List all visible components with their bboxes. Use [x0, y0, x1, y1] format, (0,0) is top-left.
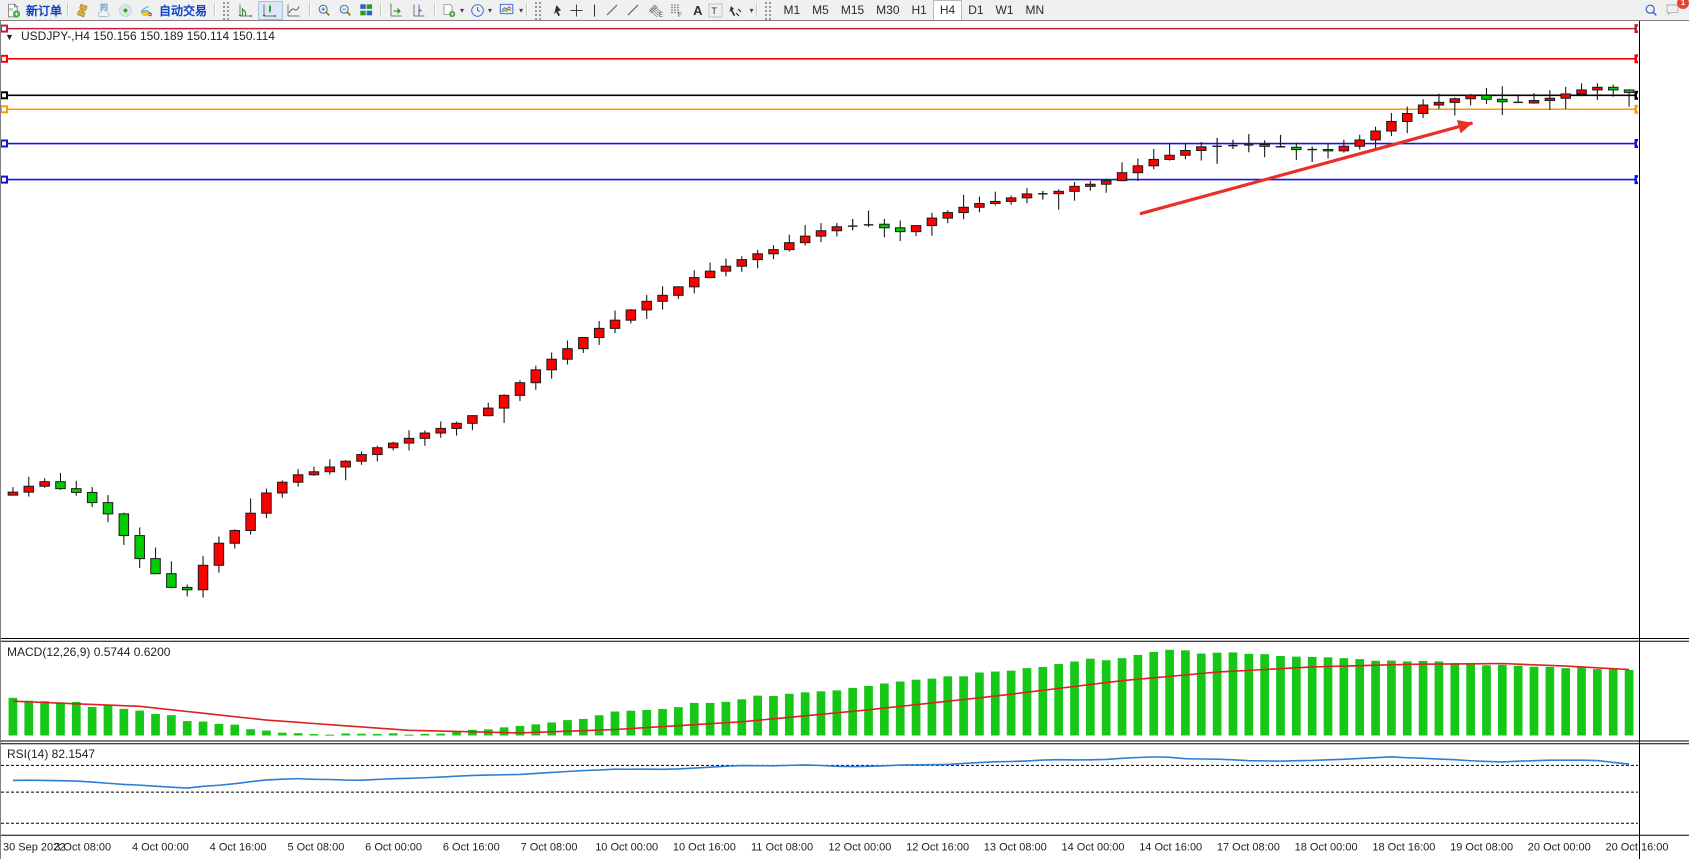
- svg-text:19 Oct 08:00: 19 Oct 08:00: [1450, 841, 1513, 853]
- svg-text:18 Oct 16:00: 18 Oct 16:00: [1372, 841, 1435, 853]
- svg-text:4 Oct 00:00: 4 Oct 00:00: [132, 841, 189, 853]
- svg-text:11 Oct 08:00: 11 Oct 08:00: [751, 841, 813, 853]
- svg-text:6 Oct 16:00: 6 Oct 16:00: [443, 841, 500, 853]
- svg-text:10 Oct 00:00: 10 Oct 00:00: [595, 841, 658, 853]
- svg-text:3 Oct 08:00: 3 Oct 08:00: [54, 841, 111, 853]
- svg-text:12 Oct 00:00: 12 Oct 00:00: [828, 841, 891, 853]
- svg-text:20 Oct 00:00: 20 Oct 00:00: [1528, 841, 1591, 853]
- svg-text:T: T: [712, 6, 718, 17]
- svg-text:6 Oct 00:00: 6 Oct 00:00: [365, 841, 422, 853]
- svg-text:18 Oct 00:00: 18 Oct 00:00: [1295, 841, 1358, 853]
- svg-text:4 Oct 16:00: 4 Oct 16:00: [210, 841, 267, 853]
- svg-text:17 Oct 08:00: 17 Oct 08:00: [1217, 841, 1280, 853]
- svg-text:F: F: [678, 13, 682, 18]
- svg-text:▼: ▼: [5, 32, 14, 42]
- svg-text:E: E: [659, 13, 663, 18]
- svg-text:13 Oct 08:00: 13 Oct 08:00: [984, 841, 1047, 853]
- svg-text:USDJPY-,H4 150.156 150.189 15: USDJPY-,H4 150.156 150.189 150.114 150.1…: [21, 29, 275, 43]
- svg-text:7 Oct 08:00: 7 Oct 08:00: [521, 841, 578, 853]
- svg-text:12 Oct 16:00: 12 Oct 16:00: [906, 841, 969, 853]
- svg-text:RSI(14) 82.1547: RSI(14) 82.1547: [7, 747, 95, 761]
- svg-text:10 Oct 16:00: 10 Oct 16:00: [673, 841, 736, 853]
- svg-text:14 Oct 00:00: 14 Oct 00:00: [1062, 841, 1125, 853]
- svg-text:20 Oct 16:00: 20 Oct 16:00: [1606, 841, 1669, 853]
- svg-text:5 Oct 08:00: 5 Oct 08:00: [287, 841, 344, 853]
- svg-text:MACD(12,26,9) 0.5744 0.6200: MACD(12,26,9) 0.5744 0.6200: [7, 645, 171, 659]
- svg-text:14 Oct 16:00: 14 Oct 16:00: [1139, 841, 1202, 853]
